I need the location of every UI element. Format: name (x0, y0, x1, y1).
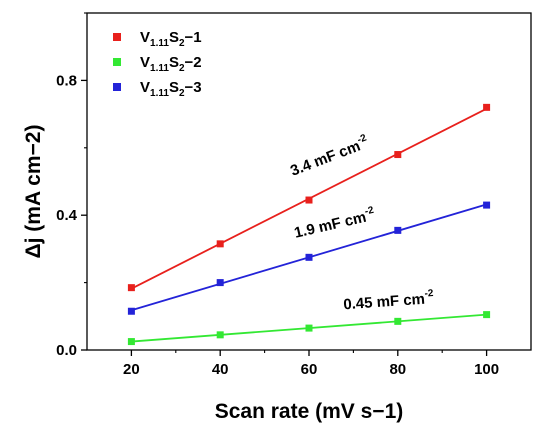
data-point-series-3 (305, 253, 313, 261)
legend-marker-1 (113, 33, 121, 41)
x-tick-label: 100 (474, 361, 499, 378)
data-point-series-2 (127, 338, 135, 346)
data-markers (127, 103, 491, 346)
data-point-series-2 (305, 324, 313, 332)
data-point-series-2 (394, 317, 402, 325)
data-point-series-1 (216, 240, 224, 248)
x-tick-label: 40 (212, 361, 229, 378)
slope-annotation-2: 1.9 mF cm-2 (292, 205, 377, 242)
data-point-series-1 (394, 151, 402, 159)
x-axis-title: Scan rate (mV s−1) (215, 400, 404, 423)
x-tick-label: 80 (389, 361, 406, 378)
y-tick-label: 0.8 (56, 72, 77, 89)
legend-label-1: V1.11S2−1 (140, 29, 202, 49)
data-point-series-3 (483, 201, 491, 209)
legend-marker-2 (113, 58, 121, 66)
legend-label-3: V1.11S2−3 (140, 79, 202, 99)
legend: V1.11S2−1 V1.11S2−2 V1.11S2−3 (113, 29, 202, 99)
data-point-series-2 (483, 311, 491, 319)
y-tick-label: 0.4 (56, 207, 78, 224)
legend-label-2: V1.11S2−2 (140, 54, 202, 74)
data-point-series-3 (216, 279, 224, 287)
data-point-series-2 (216, 331, 224, 339)
slope-annotation-3: 0.45 mF cm-2 (343, 288, 435, 313)
x-tick-label: 20 (123, 361, 140, 378)
data-point-series-3 (394, 226, 402, 234)
data-point-series-3 (127, 307, 135, 315)
data-point-series-1 (127, 284, 135, 292)
y-axis-title: Δj (mA cm−2) (22, 125, 45, 259)
slope-annotations: 3.4 mF cm-21.9 mF cm-20.45 mF cm-2 (288, 132, 435, 313)
axis-ticks: 20 40 60 80 100 0.0 0.4 0.8 (56, 12, 499, 378)
x-tick-label: 60 (301, 361, 318, 378)
data-point-series-1 (483, 103, 491, 111)
legend-marker-3 (113, 83, 121, 91)
y-tick-label: 0.0 (56, 342, 77, 359)
data-point-series-1 (305, 196, 313, 204)
